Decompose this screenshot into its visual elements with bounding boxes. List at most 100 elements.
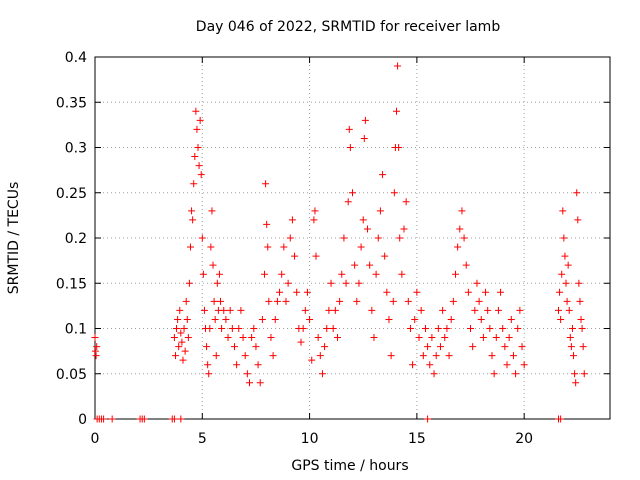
data-point xyxy=(338,270,346,278)
x-tick-label: 5 xyxy=(198,431,207,447)
data-point xyxy=(176,306,184,314)
data-point xyxy=(188,207,196,215)
data-point xyxy=(555,306,562,314)
data-point xyxy=(359,216,367,224)
x-tick-label: 15 xyxy=(408,431,426,447)
data-point xyxy=(291,252,299,260)
data-point xyxy=(224,334,232,342)
data-point xyxy=(312,252,320,260)
data-point xyxy=(571,370,579,378)
data-point xyxy=(411,315,419,323)
data-point xyxy=(226,306,234,314)
data-point xyxy=(344,198,352,206)
ticks: 0 0.05 0.1 0.15 0.2 0.25 0.3 0.35 0.4 0 5 10 15 20 xyxy=(56,50,610,447)
data-point xyxy=(243,370,251,378)
data-point xyxy=(351,261,359,269)
data-point xyxy=(293,288,301,296)
data-point xyxy=(267,334,275,342)
data-point xyxy=(424,343,432,351)
data-point xyxy=(421,325,429,332)
data-point xyxy=(372,270,380,278)
data-point xyxy=(499,325,507,332)
data-point xyxy=(443,325,451,332)
plot-frame xyxy=(94,56,611,420)
data-point xyxy=(570,352,578,360)
data-point xyxy=(563,297,571,305)
data-point xyxy=(340,234,348,242)
data-point xyxy=(580,370,588,378)
data-point xyxy=(258,315,266,323)
data-point xyxy=(182,297,190,305)
x-axis-label: GPS time / hours xyxy=(291,458,408,474)
data-point xyxy=(490,370,498,378)
data-point xyxy=(565,306,573,314)
data-point xyxy=(171,352,179,360)
data-point xyxy=(426,361,434,369)
data-point xyxy=(469,343,477,351)
data-point xyxy=(402,198,410,206)
data-point xyxy=(361,116,369,124)
data-point xyxy=(439,306,447,314)
data-point xyxy=(301,306,309,314)
data-point xyxy=(205,370,213,378)
data-point xyxy=(179,356,187,364)
data-point xyxy=(396,234,404,242)
data-point xyxy=(383,288,391,296)
data-point xyxy=(419,352,427,360)
data-point xyxy=(311,207,319,215)
data-point xyxy=(445,352,453,360)
data-point xyxy=(488,352,496,360)
grid xyxy=(95,57,610,419)
data-point xyxy=(199,270,207,278)
data-point xyxy=(204,361,212,369)
data-point xyxy=(235,325,243,332)
x-tick-label: 20 xyxy=(515,431,533,447)
data-point xyxy=(413,288,421,296)
data-point xyxy=(471,306,479,314)
data-point xyxy=(564,261,572,269)
data-point xyxy=(576,297,584,305)
data-point xyxy=(233,361,241,369)
data-point xyxy=(196,116,204,124)
data-point xyxy=(486,325,494,332)
data-point xyxy=(306,315,314,323)
data-point xyxy=(578,325,586,332)
data-point xyxy=(364,225,372,233)
data-point xyxy=(366,261,374,269)
data-point xyxy=(308,356,316,364)
data-point xyxy=(395,144,403,151)
data-point xyxy=(250,325,258,332)
y-axis-label: SRMTID / TECUs xyxy=(6,182,22,295)
data-point xyxy=(321,343,329,351)
y-tick-label: 0.25 xyxy=(56,186,87,202)
data-point xyxy=(170,415,178,423)
data-point xyxy=(183,315,191,323)
data-point xyxy=(217,297,225,305)
data-point xyxy=(299,325,307,332)
data-point xyxy=(462,261,470,269)
data-point xyxy=(329,325,337,332)
data-point xyxy=(458,207,466,215)
data-point xyxy=(406,325,414,332)
data-point xyxy=(265,297,273,305)
data-point xyxy=(261,270,269,278)
data-point xyxy=(484,306,492,314)
data-point xyxy=(192,107,200,115)
data-point xyxy=(211,315,219,323)
data-point xyxy=(452,270,459,278)
data-point xyxy=(473,279,481,287)
data-point xyxy=(577,315,585,323)
chart-title: Day 046 of 2022, SRMTID for receiver lam… xyxy=(196,19,501,35)
y-tick-label: 0.2 xyxy=(65,231,87,247)
data-point xyxy=(140,415,148,423)
data-point xyxy=(91,334,99,342)
data-point xyxy=(560,234,568,242)
x-tick-label: 10 xyxy=(301,431,319,447)
y-tick-label: 0 xyxy=(78,412,87,428)
data-point xyxy=(303,288,311,296)
data-point xyxy=(556,288,564,296)
data-point xyxy=(558,270,566,278)
data-point xyxy=(282,297,290,305)
data-point xyxy=(198,234,206,242)
data-point xyxy=(387,352,395,360)
